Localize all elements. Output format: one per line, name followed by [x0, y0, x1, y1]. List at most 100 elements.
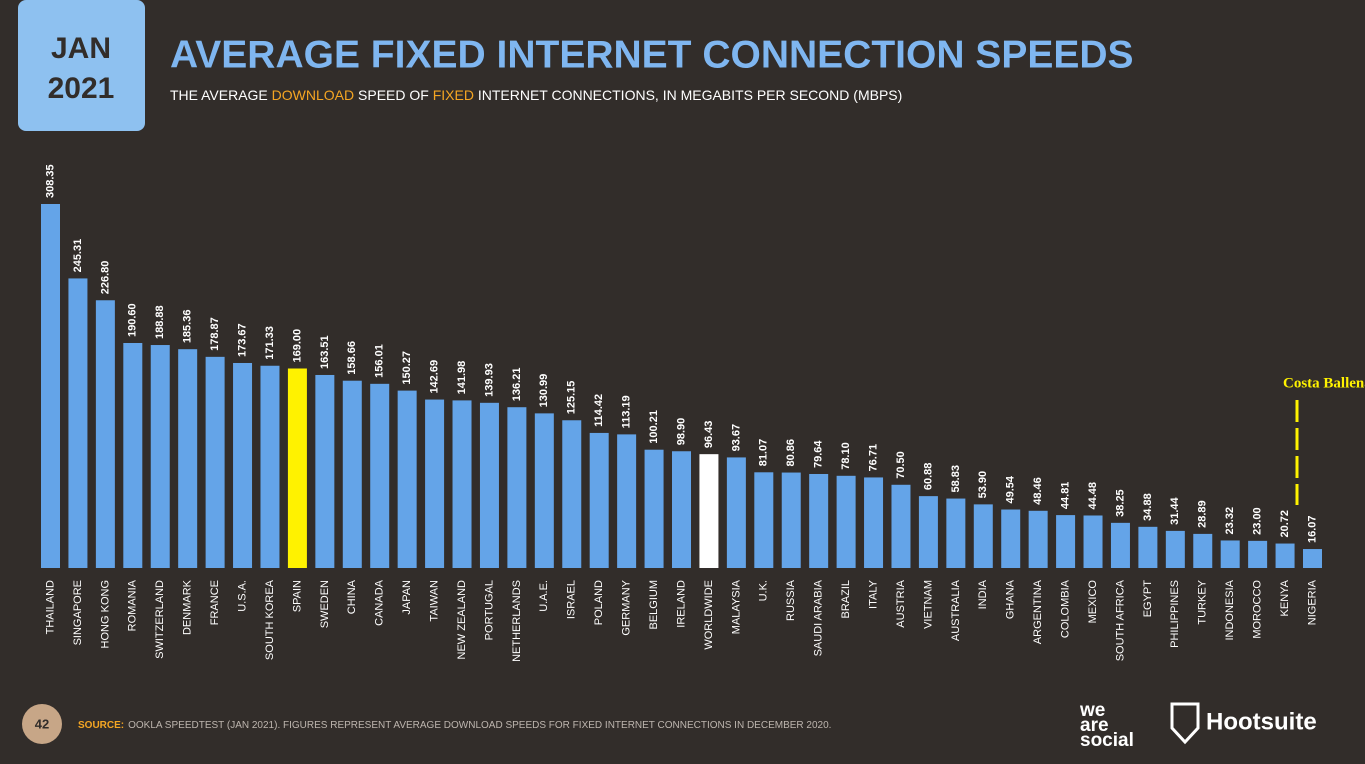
value-label: 130.99: [538, 374, 550, 408]
category-label: POLAND: [593, 580, 605, 625]
value-label: 60.88: [922, 463, 934, 491]
bar: [973, 504, 993, 568]
bar: [644, 449, 664, 568]
value-label: 53.90: [977, 471, 989, 499]
value-label: 28.89: [1197, 500, 1209, 528]
value-label: 48.46: [1032, 477, 1044, 505]
category-label: ITALY: [867, 579, 879, 609]
category-label: BRAZIL: [840, 580, 852, 619]
category-label: SINGAPORE: [72, 580, 84, 645]
bar: [41, 204, 60, 568]
value-label: 96.43: [703, 421, 715, 449]
value-label: 114.42: [593, 394, 605, 427]
value-label: 141.98: [456, 361, 468, 395]
bar: [1193, 533, 1213, 568]
category-label: ISRAEL: [566, 580, 578, 619]
category-label: MOROCCO: [1252, 580, 1264, 639]
category-label: ARGENTINA: [1032, 579, 1044, 644]
value-label: 125.15: [566, 381, 578, 415]
bar: [397, 390, 417, 568]
value-label: 44.48: [1087, 482, 1099, 510]
bar: [1056, 515, 1076, 568]
value-label: 98.90: [675, 418, 687, 446]
value-label: 245.31: [72, 239, 84, 273]
chart-subtitle: THE AVERAGE DOWNLOAD SPEED OF FIXED INTE…: [170, 87, 902, 103]
category-label: BELGIUM: [648, 580, 660, 630]
bar: [205, 356, 225, 568]
category-label: DENMARK: [182, 579, 194, 635]
value-label: 113.19: [621, 395, 633, 428]
bar: [178, 349, 198, 568]
value-label: 93.67: [730, 424, 742, 452]
category-label: PHILIPPINES: [1169, 580, 1181, 648]
value-label: 81.07: [758, 439, 770, 467]
bar: [68, 278, 88, 568]
value-label: 76.71: [867, 444, 879, 472]
bar: [315, 374, 335, 568]
value-label: 34.88: [1142, 493, 1154, 521]
category-label: GHANA: [1005, 579, 1017, 619]
value-label: 44.81: [1059, 482, 1071, 510]
bar: [507, 407, 527, 568]
bar: [699, 454, 719, 568]
bar: [1110, 522, 1130, 568]
source-text: OOKLA SPEEDTEST (JAN 2021). FIGURES REPR…: [128, 720, 831, 731]
category-label: WORLDWIDE: [703, 580, 715, 650]
logo-text: are: [1080, 715, 1109, 736]
value-label: 163.51: [319, 335, 331, 369]
category-label: FRANCE: [209, 580, 221, 625]
category-label: HONG KONG: [99, 580, 111, 648]
value-label: 150.27: [401, 351, 413, 385]
bar: [617, 434, 637, 568]
bar: [95, 300, 115, 568]
value-label: 20.72: [1279, 510, 1291, 538]
bar: [781, 472, 801, 568]
bar: [123, 343, 143, 568]
bar: [754, 472, 774, 568]
value-label: 185.36: [182, 310, 194, 344]
date-box: [18, 0, 145, 131]
value-label: 142.69: [428, 360, 440, 394]
value-label: 80.86: [785, 439, 797, 467]
value-label: 23.32: [1224, 507, 1236, 535]
bar: [370, 383, 390, 568]
category-label: SAUDI ARABIA: [813, 579, 825, 656]
bar: [534, 413, 554, 568]
value-label: 100.21: [648, 410, 660, 444]
date-month: JAN: [51, 32, 111, 65]
value-label: 16.07: [1306, 515, 1318, 543]
value-label: 58.83: [950, 465, 962, 493]
subtitle-part: INTERNET CONNECTIONS, IN MEGABITS PER SE…: [474, 87, 902, 103]
value-label: 308.35: [44, 164, 56, 198]
source: SOURCE: OOKLA SPEEDTEST (JAN 2021). FIGUR…: [78, 720, 831, 731]
bar: [1220, 540, 1240, 568]
value-label: 169.00: [291, 329, 303, 363]
category-label: U.S.A.: [236, 580, 248, 612]
bar: [342, 380, 362, 568]
bar: [1165, 530, 1185, 568]
bar: [1248, 540, 1268, 568]
category-label: SOUTH KOREA: [264, 579, 276, 660]
category-label: SWEDEN: [319, 580, 331, 628]
bar: [233, 362, 253, 568]
bar: [1001, 509, 1021, 568]
value-label: 226.80: [99, 261, 111, 295]
category-label: NIGERIA: [1306, 579, 1318, 625]
value-label: 23.00: [1252, 507, 1264, 535]
category-label: TAIWAN: [428, 580, 440, 622]
category-label: TURKEY: [1197, 579, 1209, 624]
date-year: 2021: [48, 72, 115, 105]
bar: [452, 400, 472, 568]
chart-title: AVERAGE FIXED INTERNET CONNECTION SPEEDS: [170, 33, 1134, 76]
value-label: 139.93: [483, 363, 495, 397]
category-label: NEW ZEALAND: [456, 580, 468, 660]
category-label: THAILAND: [44, 580, 56, 634]
bar: [425, 399, 445, 568]
category-label: ROMANIA: [127, 579, 139, 631]
value-label: 70.50: [895, 451, 907, 479]
bar: [1138, 526, 1158, 568]
category-label: PORTUGAL: [483, 580, 495, 640]
value-label: 79.64: [813, 440, 825, 468]
value-label: 178.87: [209, 317, 221, 351]
